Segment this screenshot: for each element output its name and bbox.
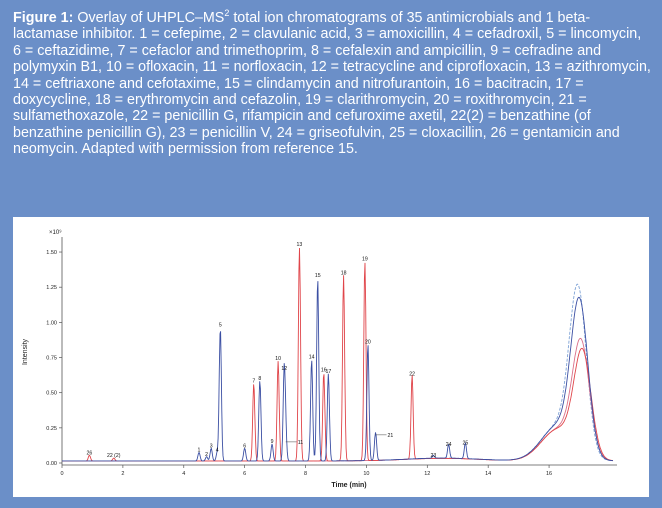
y-axis-label: Intensity (22, 338, 29, 365)
trace-pink (62, 337, 613, 462)
peak-label: 4 (216, 448, 219, 454)
peak-label: 13 (297, 242, 303, 248)
x-tick-label: 14 (485, 471, 491, 477)
x-tick-label: 12 (424, 471, 430, 477)
y-tick-label: 1.50 (46, 250, 57, 256)
x-tick-label: 6 (243, 471, 246, 477)
peak-label: 2 (205, 452, 208, 458)
peak-label: 10 (275, 356, 281, 362)
peak-label: 12 (281, 366, 287, 372)
peak-label: 1 (198, 448, 201, 454)
peak-label: 22 (409, 372, 415, 378)
peak-label: 9 (271, 439, 274, 445)
peak-label: 5 (219, 322, 222, 328)
x-axis-label: Time (min) (331, 482, 366, 489)
chromatogram-chart: 0.000.250.500.751.001.251.500 2 4 6 8 10 12 14 1… (22, 229, 617, 489)
peak-label: 19 (362, 256, 368, 262)
y-multiplier-label: ×10⁹ (49, 229, 62, 236)
x-tick-label: 2 (121, 471, 124, 477)
peak-label: 18 (341, 270, 347, 276)
peak-label: 11 (298, 440, 303, 446)
x-tick-label: 0 (60, 471, 63, 477)
figure-label: Figure 1: (13, 10, 74, 26)
peak-label: 26 (87, 450, 93, 456)
peak-label: 25 (462, 441, 468, 447)
y-tick-label: 0.25 (46, 426, 57, 432)
trace-lightblue (62, 283, 613, 462)
peak-label: 7 (252, 379, 255, 385)
peak-label: 15 (315, 273, 321, 279)
y-tick-label: 1.25 (46, 285, 57, 291)
peak-label: 8 (258, 376, 261, 382)
x-tick-label: 4 (182, 471, 185, 477)
peak-label: 21 (388, 433, 394, 439)
peak-label: 16 (321, 367, 327, 373)
trace-red (62, 247, 614, 462)
peak-label: 17 (325, 369, 331, 375)
y-tick-label: 0.00 (46, 461, 57, 467)
peak-label: 22 (2) (107, 453, 121, 459)
peak-label: 23 (431, 453, 437, 459)
chart-panel: 0.00 0.25 0.50 0.75 1.00 1.25 1.50 0 2 4 6 8 10 12 14 1… (13, 217, 649, 497)
axes-group: 0.000.250.500.751.001.251.500 2 4 6 8 10 12 14 1… (46, 237, 617, 477)
caption-text-2: total ion chromatograms of 35 antimicrob… (13, 10, 651, 158)
peak-label: 6 (243, 443, 246, 449)
x-tick-label: 8 (304, 471, 307, 477)
y-tick-label: 0.75 (46, 356, 57, 362)
y-tick-label: 1.00 (46, 320, 57, 326)
traces-group (62, 247, 614, 462)
peak-label: 20 (365, 339, 371, 345)
figure-caption: Figure 1: Overlay of UHPLC–MS2 total ion… (13, 8, 653, 158)
peak-label: 14 (309, 355, 315, 361)
caption-superscript: 2 (224, 8, 230, 19)
y-tick-label: 0.50 (46, 391, 57, 397)
x-tick-label: 16 (546, 471, 552, 477)
peak-label: 24 (446, 442, 452, 448)
x-tick-label: 10 (363, 471, 369, 477)
caption-text-1: Overlay of UHPLC–MS (73, 10, 225, 26)
peak-label: 3 (210, 443, 213, 449)
trace-blue (62, 281, 614, 462)
